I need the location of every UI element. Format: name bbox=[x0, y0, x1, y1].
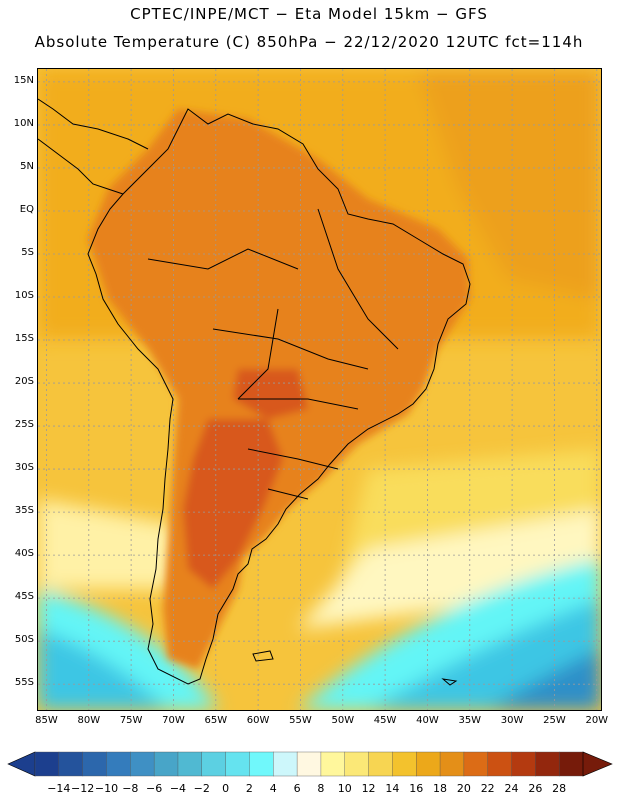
temperature-colorbar bbox=[7, 751, 613, 777]
lon-label: 35W bbox=[458, 715, 482, 726]
lon-label: 85W bbox=[35, 715, 58, 726]
lat-label: 5N bbox=[20, 160, 34, 172]
lat-label: 35S bbox=[14, 505, 34, 517]
colorbar-swatch bbox=[344, 751, 370, 777]
colorbar-tick: 2 bbox=[245, 782, 253, 795]
colorbar-swatch bbox=[416, 751, 441, 777]
lon-label: 75W bbox=[119, 715, 143, 726]
colorbar-swatch bbox=[296, 751, 322, 777]
colorbar-tick: 10 bbox=[337, 782, 352, 795]
cold-deep-se bbox=[488, 649, 601, 710]
lat-label: 40S bbox=[14, 548, 34, 560]
lat-label: 10N bbox=[13, 117, 34, 129]
colorbar-tick: 26 bbox=[528, 782, 543, 795]
colorbar-tick: −2 bbox=[193, 782, 210, 795]
temperature-map bbox=[38, 69, 601, 710]
lon-label: 25W bbox=[543, 715, 566, 726]
continent-field bbox=[88, 109, 470, 669]
colorbar-swatch bbox=[177, 751, 203, 777]
lat-label: 30S bbox=[14, 462, 34, 474]
colorbar-swatch bbox=[153, 751, 179, 777]
lat-label: 55S bbox=[14, 677, 34, 689]
chart-title-line2: Absolute Temperature (C) 850hPa − 22/12/… bbox=[34, 33, 584, 51]
colorbar-tick: 16 bbox=[409, 782, 424, 795]
falklands-outline bbox=[252, 650, 274, 662]
northeast-warm-patch bbox=[418, 69, 601, 299]
colorbar-min-arrow bbox=[7, 751, 36, 777]
lon-label: 20W bbox=[585, 715, 609, 726]
colorbar-tick: 12 bbox=[361, 782, 376, 795]
lon-label: 65W bbox=[204, 715, 228, 726]
colorbar-tick: 20 bbox=[456, 782, 471, 795]
colorbar-swatch bbox=[201, 751, 227, 777]
lat-label: 15N bbox=[13, 74, 34, 86]
lon-label: 50W bbox=[331, 715, 355, 726]
colorbar-tick: −8 bbox=[122, 782, 139, 795]
lon-label: 40W bbox=[416, 715, 439, 726]
chart-title-line1: CPTEC/INPE/MCT − Eta Model 15km − GFS bbox=[130, 5, 488, 23]
lat-label: 45S bbox=[14, 591, 34, 603]
colorbar-swatch bbox=[558, 751, 584, 777]
brazil-hot-spot bbox=[233, 369, 308, 419]
lon-label: 80W bbox=[77, 715, 101, 726]
colorbar-tick: 18 bbox=[433, 782, 448, 795]
internal-borders bbox=[147, 208, 399, 500]
colorbar-tick: 8 bbox=[317, 782, 325, 795]
lon-label: 70W bbox=[162, 715, 185, 726]
colorbar-swatch bbox=[273, 751, 298, 777]
cold-mid-sw bbox=[38, 629, 168, 710]
colorbar-tick: −12 bbox=[71, 782, 95, 795]
colorbar-tick: 4 bbox=[269, 782, 277, 795]
colorbar-max-arrow bbox=[582, 751, 613, 777]
colorbar-tick: 0 bbox=[222, 782, 230, 795]
lat-label: 20S bbox=[14, 376, 34, 388]
colorbar-swatch bbox=[106, 751, 131, 777]
lat-label: 10S bbox=[14, 290, 34, 301]
colorbar-tick: 22 bbox=[480, 782, 495, 795]
lon-label: 45W bbox=[373, 715, 397, 726]
colorbar-tick: −14 bbox=[47, 782, 71, 795]
colorbar-swatch bbox=[249, 751, 274, 777]
coastline-and-borders bbox=[38, 98, 471, 686]
south-georgia-outline bbox=[441, 678, 458, 686]
colorbar-swatch bbox=[82, 751, 107, 777]
colorbar-swatch bbox=[58, 751, 84, 777]
colorbar-swatch bbox=[34, 751, 60, 777]
colorbar-tick: 14 bbox=[385, 782, 400, 795]
lat-label: 5S bbox=[21, 246, 34, 258]
central-america-coastline bbox=[38, 98, 149, 195]
colorbar-tick: −6 bbox=[146, 782, 163, 795]
colorbar-swatch bbox=[130, 751, 155, 777]
colorbar-swatch bbox=[320, 751, 346, 777]
lon-label: 60W bbox=[246, 715, 270, 726]
colorbar-tick: 24 bbox=[504, 782, 519, 795]
lat-label: 25S bbox=[14, 419, 34, 431]
colorbar-tick: −4 bbox=[169, 782, 187, 795]
colorbar-swatch bbox=[535, 751, 560, 777]
colorbar-swatch bbox=[368, 751, 393, 777]
map-plot-area[interactable] bbox=[37, 68, 602, 711]
colorbar-swatch bbox=[392, 751, 417, 777]
map-graticule bbox=[38, 69, 601, 710]
lon-label: 55W bbox=[289, 715, 312, 726]
colorbar-swatch bbox=[463, 751, 489, 777]
lon-label: 30W bbox=[500, 715, 524, 726]
lat-label: 50S bbox=[14, 634, 34, 646]
south-america-coastline bbox=[87, 108, 471, 685]
argentina-hot-core bbox=[183, 419, 283, 589]
south-cool-band bbox=[38, 499, 208, 589]
colorbar-swatch bbox=[511, 751, 536, 777]
colorbar-swatch bbox=[487, 751, 513, 777]
colorbar-swatch bbox=[439, 751, 465, 777]
colorbar-tick: 28 bbox=[552, 782, 567, 795]
lat-label: 15S bbox=[14, 333, 34, 345]
colorbar-tick: −10 bbox=[94, 782, 119, 795]
colorbar-swatch bbox=[225, 751, 250, 777]
colorbar-tick: 6 bbox=[293, 782, 301, 795]
lat-label: EQ bbox=[19, 203, 34, 215]
